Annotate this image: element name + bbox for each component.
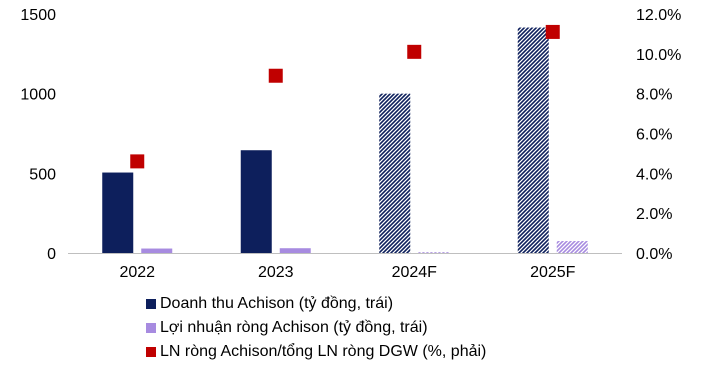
marker-profit-share: [407, 44, 422, 59]
legend-label-revenue: Doanh thu Achison (tỷ đồng, trái): [160, 295, 394, 312]
right-tick-label: 2.0%: [636, 206, 672, 223]
right-axis-ticks: 0.0% 2.0% 4.0% 6.0% 8.0% 10.0% 12.0%: [636, 7, 681, 263]
legend-item-net-profit: Lợi nhuận ròng Achison (tỷ đồng, trái): [146, 316, 486, 340]
x-tick-label: 2024F: [392, 264, 438, 281]
right-tick-label: 8.0%: [636, 87, 672, 104]
bar-revenue: [517, 27, 549, 253]
right-tick-label: 4.0%: [636, 166, 672, 183]
legend-swatch-revenue: [146, 299, 156, 309]
x-tick-label: 2023: [258, 264, 294, 281]
marker-profit-share: [130, 154, 145, 169]
legend-label-net-profit: Lợi nhuận ròng Achison (tỷ đồng, trái): [160, 319, 428, 336]
legend-swatch-profit-share: [146, 347, 156, 357]
bar-net-profit: [141, 248, 173, 253]
left-tick-label: 500: [29, 166, 56, 183]
bar-net-profit: [556, 241, 588, 253]
x-axis-labels: 2022 2023 2024F 2025F: [119, 264, 575, 281]
left-tick-label: 0: [47, 246, 56, 263]
right-tick-label: 12.0%: [636, 7, 681, 24]
legend-swatch-net-profit: [146, 323, 156, 333]
x-tick-label: 2025F: [530, 264, 576, 281]
legend-item-profit-share: LN ròng Achison/tổng LN ròng DGW (%, phả…: [146, 340, 486, 364]
legend-item-revenue: Doanh thu Achison (tỷ đồng, trái): [146, 292, 486, 316]
left-axis-ticks: 0 500 1000 1500: [20, 7, 56, 263]
legend: Doanh thu Achison (tỷ đồng, trái) Lợi nh…: [146, 292, 486, 364]
bar-net-profit: [279, 248, 311, 253]
marker-profit-share: [268, 68, 283, 83]
right-tick-label: 6.0%: [636, 127, 672, 144]
markers-group: [130, 24, 560, 169]
left-tick-label: 1500: [20, 7, 56, 24]
x-tick-label: 2022: [119, 264, 155, 281]
bar-net-profit: [418, 252, 450, 254]
marker-profit-share: [545, 24, 560, 39]
right-tick-label: 0.0%: [636, 246, 672, 263]
right-tick-label: 10.0%: [636, 47, 681, 64]
bar-revenue: [240, 150, 272, 253]
bar-revenue: [379, 93, 411, 254]
bar-revenue: [102, 172, 134, 253]
bars-group: [102, 27, 588, 254]
legend-label-profit-share: LN ròng Achison/tổng LN ròng DGW (%, phả…: [160, 343, 487, 360]
left-tick-label: 1000: [20, 87, 56, 104]
